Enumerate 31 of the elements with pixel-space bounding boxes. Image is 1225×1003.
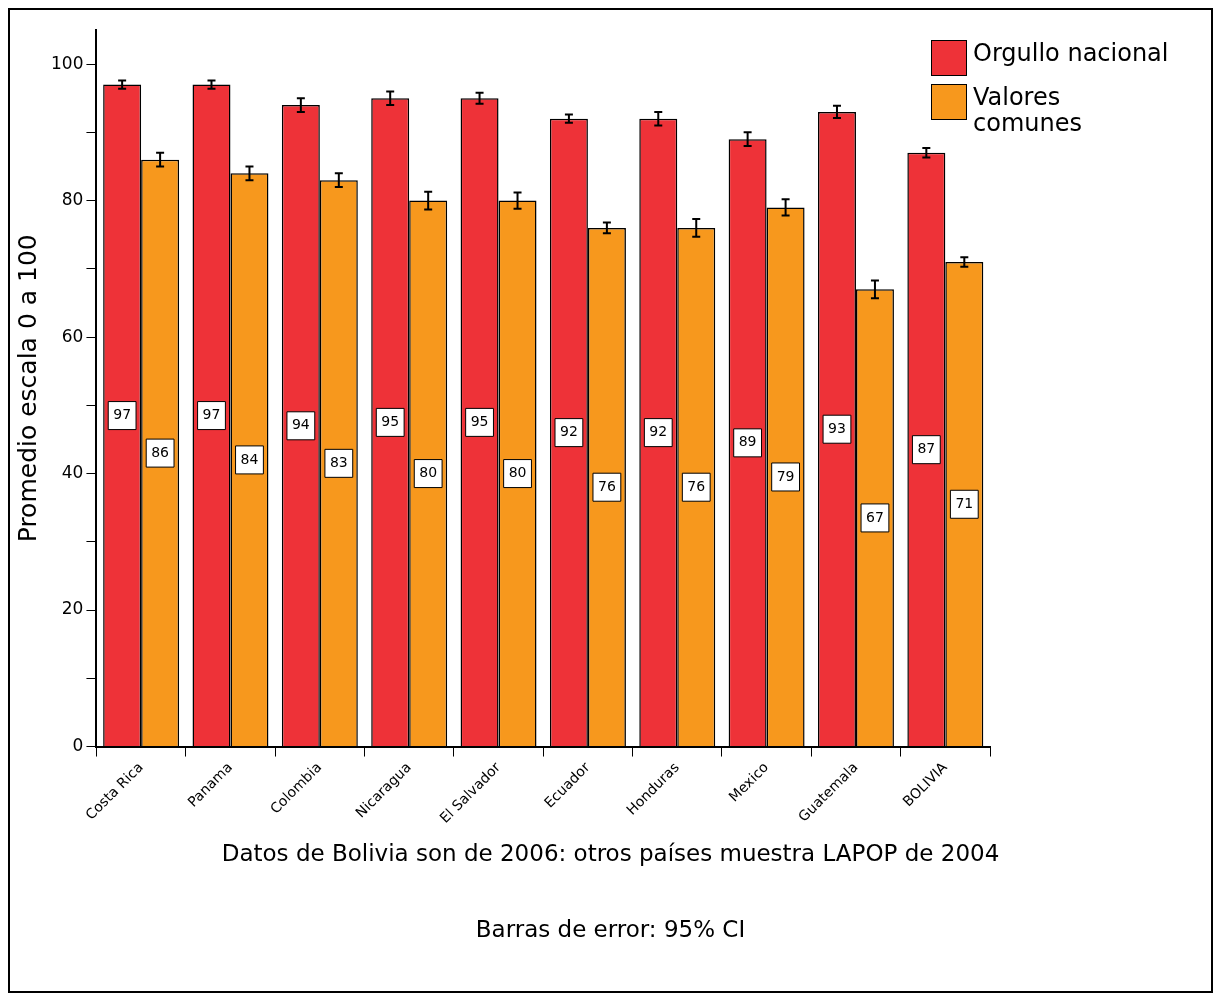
y-tick-label: 60 (61, 325, 84, 346)
data-label: 94 (291, 416, 310, 433)
data-label: 95 (470, 413, 489, 430)
data-label: 87 (917, 440, 936, 457)
y-tick-label: 100 (50, 52, 84, 73)
data-label: 80 (508, 464, 527, 481)
y-tick-label: 80 (61, 189, 84, 210)
data-label: 83 (329, 453, 348, 470)
data-label: 84 (240, 450, 259, 467)
data-label: 79 (776, 467, 795, 484)
text: Orgullo nacional (973, 39, 1170, 67)
data-label: 76 (597, 477, 616, 494)
data-label: 71 (955, 494, 974, 511)
data-label: 95 (381, 413, 400, 430)
data-label: 67 (866, 508, 884, 525)
y-tick-label: 20 (61, 598, 84, 619)
data-label: 92 (560, 423, 578, 440)
text: Barras de error: 95% CI (474, 916, 747, 942)
data-label: 86 (151, 443, 170, 460)
y-tick-label: 40 (61, 461, 84, 482)
data-label: 93 (828, 419, 846, 436)
data-label: 92 (649, 423, 668, 440)
data-label: 76 (687, 477, 706, 494)
text: Datos de Bolivia son de 2006: otros países muestra LAPOP de 2004 (220, 840, 1001, 866)
data-label: 97 (202, 406, 221, 423)
data-label: 80 (419, 464, 438, 481)
y-tick-label: 0 (72, 734, 84, 755)
y-axis-title: Promedio escala 0 a 100 (12, 234, 42, 543)
data-label: 97 (113, 406, 132, 423)
data-label: 89 (738, 433, 757, 450)
legend-label: Valores comunes (973, 83, 1083, 137)
